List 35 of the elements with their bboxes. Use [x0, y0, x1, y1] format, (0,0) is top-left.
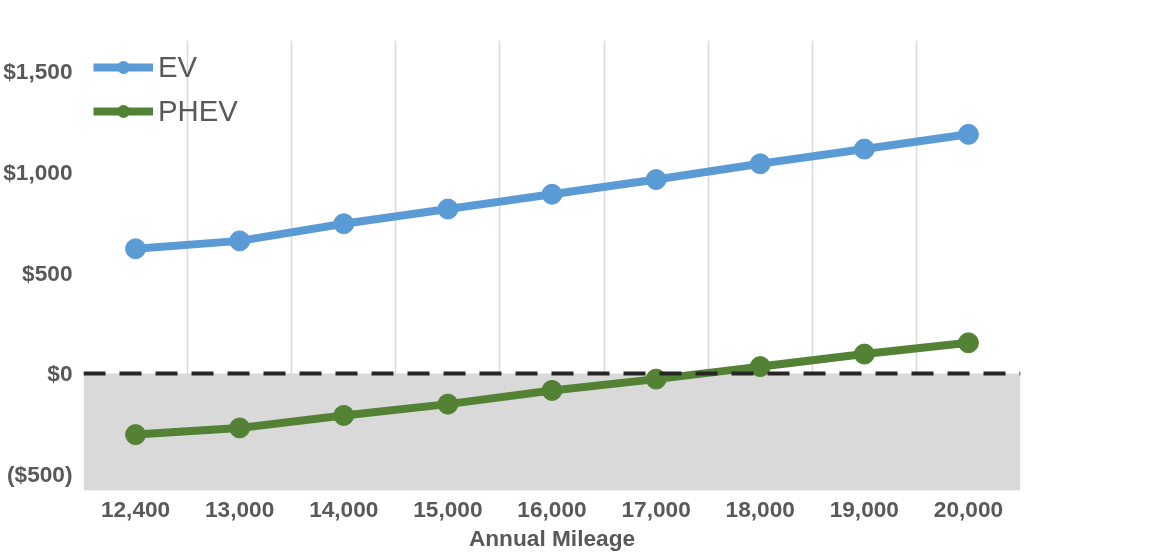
point	[333, 213, 355, 235]
point	[125, 238, 147, 260]
y-tick-label: $1,500	[3, 57, 73, 84]
y-tick-label: $500	[22, 259, 73, 286]
x-tick-label: 15,000	[413, 495, 483, 522]
point	[437, 198, 459, 220]
x-tick-label: 14,000	[309, 495, 379, 522]
point	[957, 332, 979, 354]
point	[541, 379, 563, 401]
point	[333, 404, 355, 426]
point	[125, 424, 147, 446]
x-tick-label: 13,000	[205, 495, 275, 522]
y-tick-label: $0	[47, 360, 73, 387]
legend-label: PHEV	[158, 94, 238, 128]
point	[749, 356, 771, 378]
legend-label: EV	[158, 50, 198, 84]
point	[853, 343, 875, 365]
x-axis-title: Annual Mileage	[468, 524, 636, 551]
point	[853, 138, 875, 160]
point	[437, 393, 459, 415]
x-tick-label: 17,000	[621, 495, 691, 522]
x-tick-label: 19,000	[829, 495, 899, 522]
point	[749, 153, 771, 175]
x-tick-label: 18,000	[725, 495, 795, 522]
point	[645, 169, 667, 191]
point	[229, 417, 251, 439]
point	[645, 368, 667, 390]
y-tick-label: ($500)	[7, 461, 73, 488]
x-tick-label: 16,000	[517, 495, 587, 522]
point	[541, 183, 563, 205]
point	[957, 123, 979, 145]
point	[229, 230, 251, 252]
y-tick-label: $1,000	[3, 158, 73, 185]
x-tick-label: 12,400	[100, 495, 171, 522]
x-tick-label: 20,000	[933, 495, 1004, 522]
